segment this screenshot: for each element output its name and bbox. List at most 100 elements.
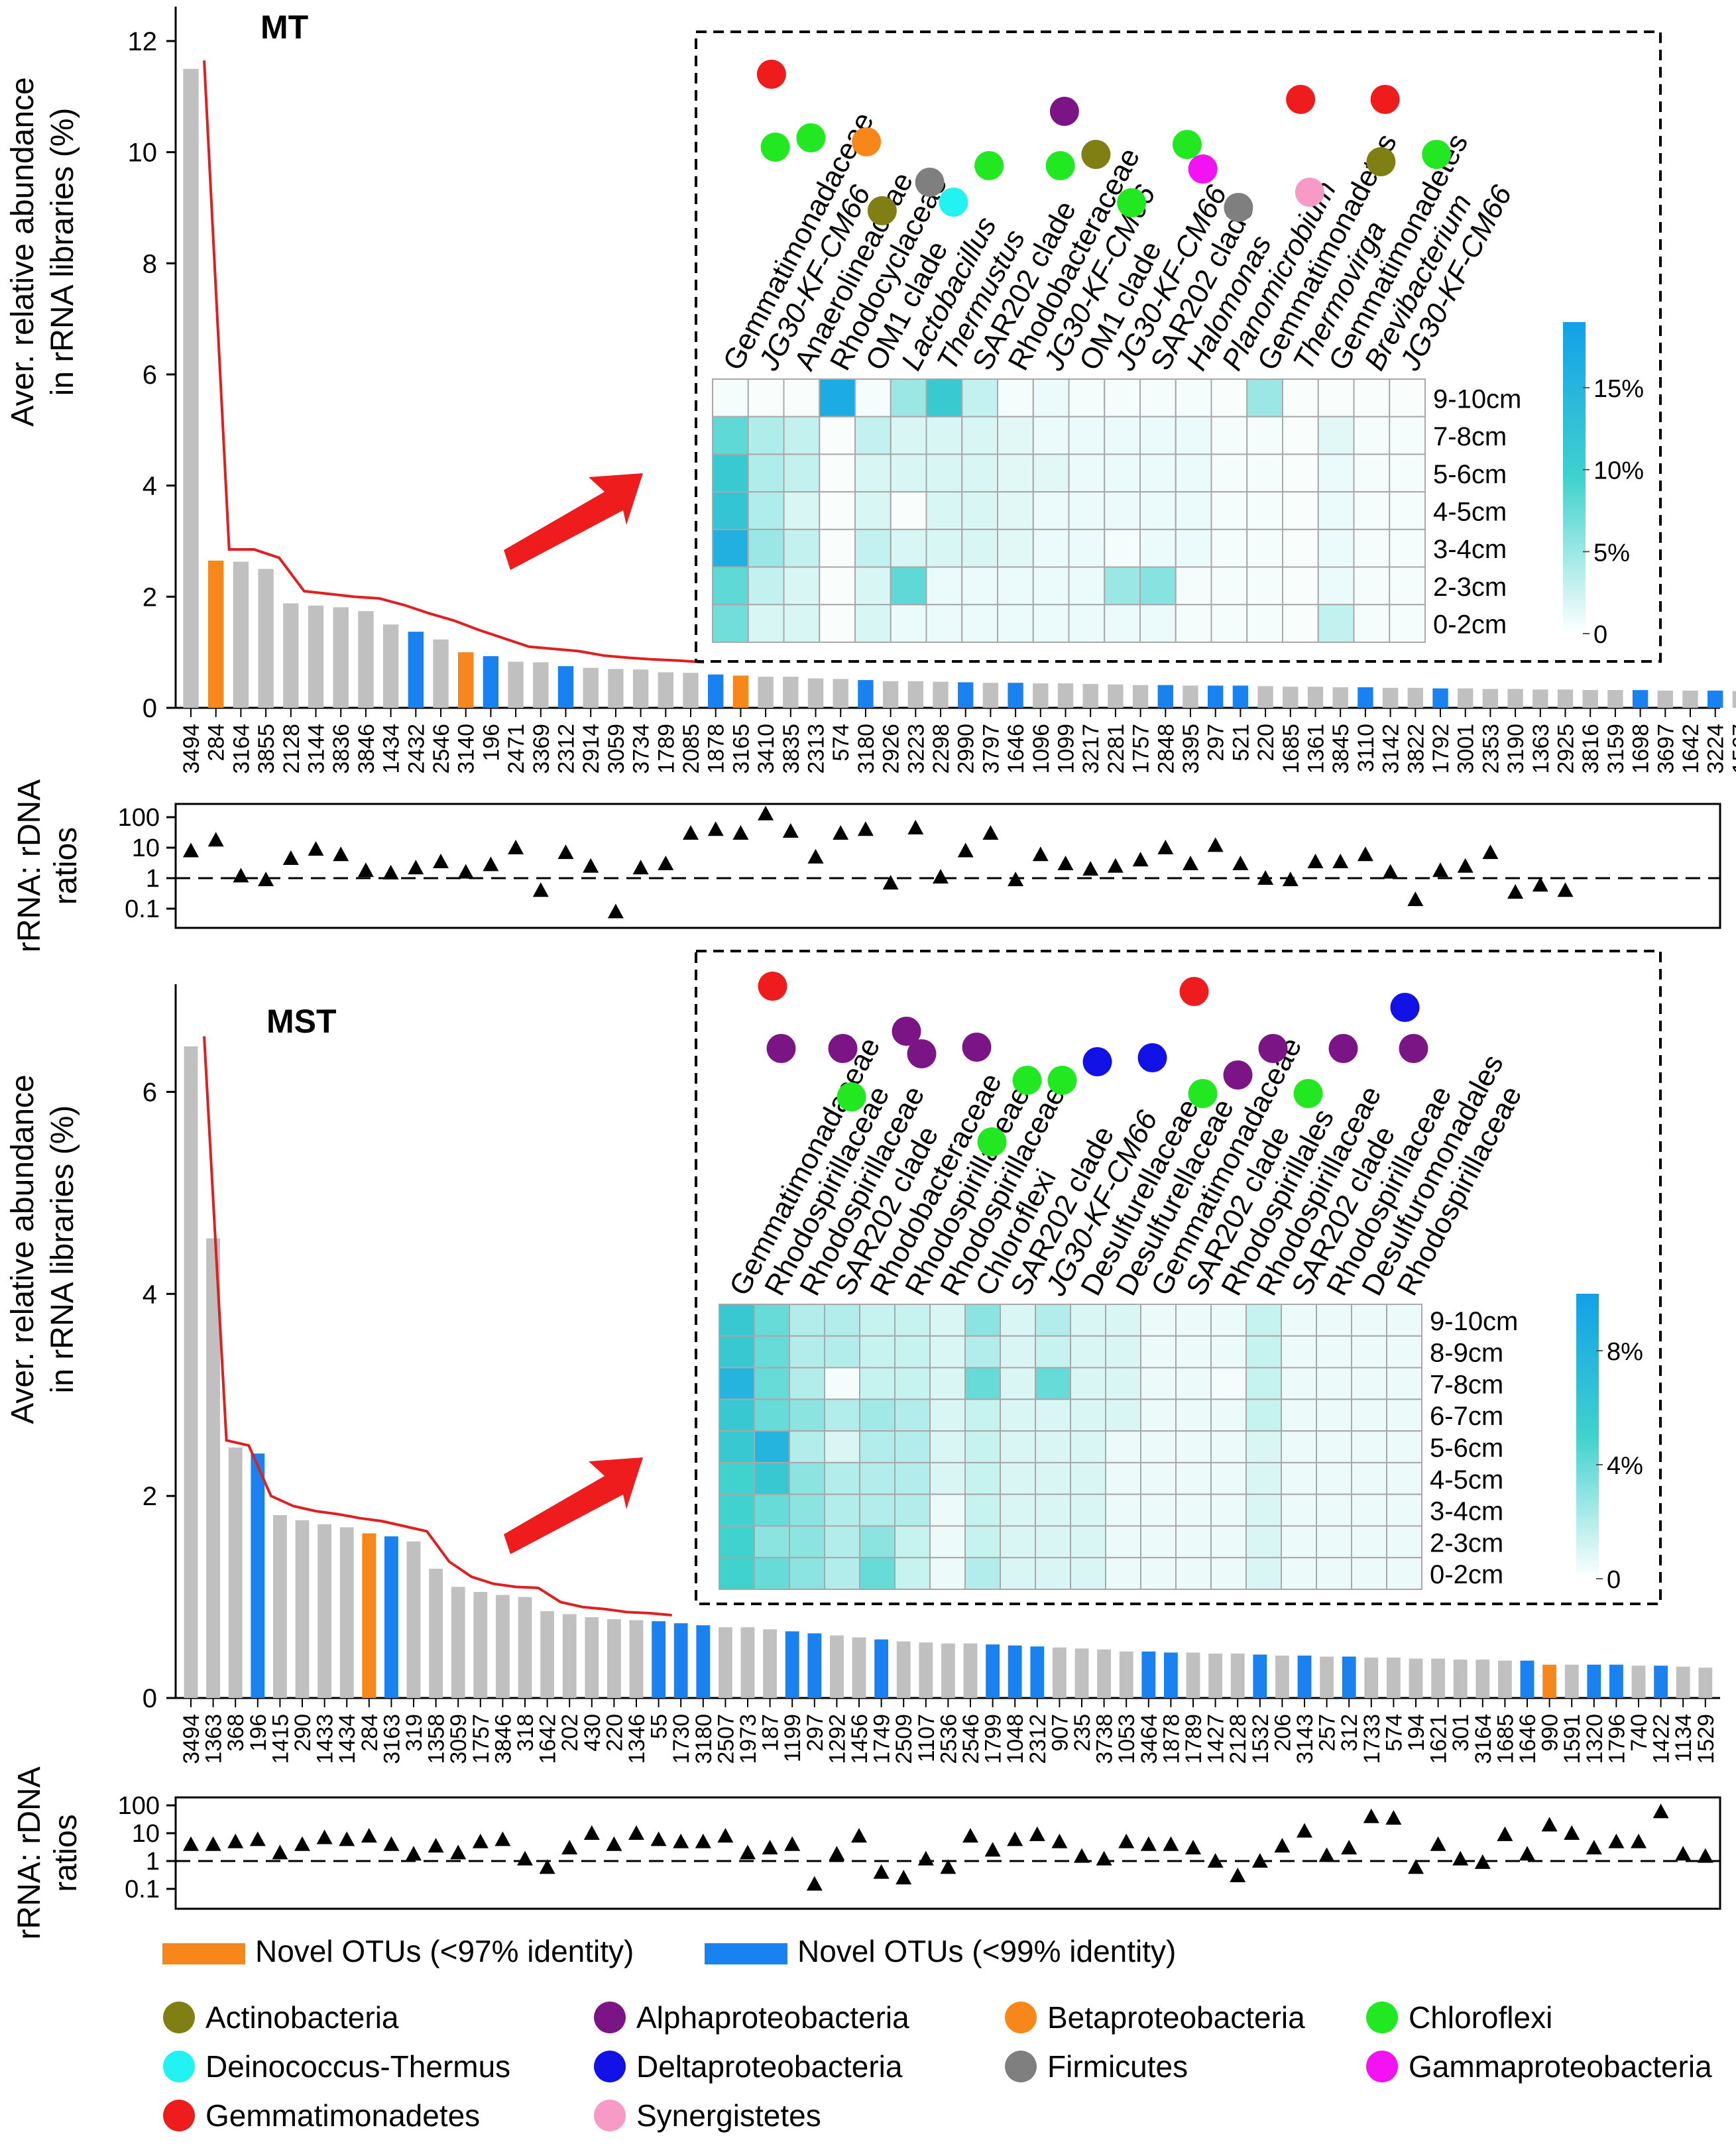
heatmap-cell bbox=[754, 1367, 790, 1400]
heatmap-cell bbox=[859, 1430, 896, 1463]
taxon-dot bbox=[1370, 85, 1400, 114]
trend-line bbox=[203, 1036, 672, 1617]
taxon-dot bbox=[939, 188, 968, 217]
bar bbox=[1698, 1668, 1713, 1698]
ratio-marker bbox=[1519, 1846, 1535, 1861]
y-tick-label: 2 bbox=[143, 1482, 157, 1511]
x-tick-label: 2507 bbox=[713, 1714, 738, 1764]
taxon-dot bbox=[1172, 130, 1202, 159]
heatmap-row-label: 0-2cm bbox=[1430, 1560, 1503, 1589]
ratio-marker bbox=[382, 864, 399, 879]
heatmap-cell bbox=[712, 416, 749, 455]
y-axis-label: Aver. relative abundance bbox=[5, 77, 40, 426]
ratio-axis-label: rRNA: rDNA bbox=[12, 1766, 47, 1939]
ratio-marker bbox=[1274, 1838, 1291, 1853]
x-tick-label: 1621 bbox=[1426, 1714, 1452, 1764]
legend-taxon-label: Betaproteobacteria bbox=[1047, 2000, 1305, 2035]
legend-bar-label: Novel OTUs (<97% identity) bbox=[255, 1934, 634, 1968]
ratio-marker bbox=[561, 1839, 578, 1854]
ratio-marker bbox=[494, 1831, 511, 1846]
heatmap-cell bbox=[1175, 491, 1212, 530]
ratio-marker bbox=[433, 853, 449, 868]
heatmap-cell bbox=[890, 491, 927, 530]
heatmap-cell bbox=[1210, 416, 1248, 455]
bar bbox=[829, 1635, 844, 1698]
y-axis-label: Aver. relative abundance bbox=[5, 1074, 40, 1424]
heatmap-cell bbox=[894, 1461, 931, 1495]
heatmap-cell bbox=[1281, 1493, 1317, 1527]
bar bbox=[982, 683, 999, 708]
x-tick-label: 368 bbox=[223, 1714, 249, 1752]
x-tick-label: 1434 bbox=[379, 724, 404, 774]
heatmap-cell bbox=[1210, 1430, 1247, 1463]
heatmap-cell bbox=[1281, 1557, 1317, 1590]
bar bbox=[362, 1533, 376, 1698]
x-tick-label: 2312 bbox=[1025, 1714, 1051, 1764]
ratio-axis-label: ratios bbox=[48, 1814, 84, 1892]
heatmap-cell bbox=[1210, 1398, 1247, 1432]
x-tick-label: 3143 bbox=[1293, 1714, 1318, 1764]
bar bbox=[518, 1597, 532, 1698]
x-tick-label: 2546 bbox=[958, 1714, 984, 1764]
bar bbox=[283, 603, 299, 708]
scale-tick-label: 4% bbox=[1607, 1452, 1643, 1480]
heatmap-cell bbox=[964, 1335, 1001, 1369]
ratio-marker bbox=[1497, 1826, 1513, 1841]
y-tick-label: 4 bbox=[143, 472, 157, 501]
ratio-marker bbox=[1407, 891, 1424, 907]
bar bbox=[1607, 690, 1623, 708]
bar bbox=[1208, 685, 1224, 708]
heatmap-cell bbox=[1105, 1493, 1141, 1527]
heatmap-cell bbox=[1175, 453, 1212, 493]
x-tick-label: 257 bbox=[1315, 1714, 1340, 1752]
y-tick-label: 6 bbox=[143, 361, 157, 390]
heatmap-row-label: 8-9cm bbox=[1430, 1339, 1503, 1368]
bar bbox=[208, 560, 224, 708]
heatmap-cell bbox=[1245, 1430, 1282, 1463]
x-tick-label: 3164 bbox=[229, 724, 254, 774]
heatmap-cell bbox=[789, 1398, 825, 1432]
heatmap-cell bbox=[890, 528, 927, 568]
heatmap-cell bbox=[1316, 1430, 1352, 1463]
heatmap-cell bbox=[1246, 378, 1283, 418]
heatmap-cell bbox=[854, 528, 892, 568]
ratio-marker bbox=[807, 848, 824, 864]
bar bbox=[683, 673, 699, 708]
bar bbox=[1582, 690, 1598, 708]
bar bbox=[785, 1631, 799, 1698]
x-tick-label: 3163 bbox=[379, 1714, 404, 1764]
heatmap-cell bbox=[890, 416, 927, 455]
heatmap-cell bbox=[824, 1398, 860, 1432]
bar bbox=[882, 681, 899, 708]
legend-taxon-dot bbox=[163, 2051, 195, 2082]
heatmap-cell bbox=[1175, 566, 1212, 606]
heatmap-cell bbox=[754, 1461, 790, 1495]
bar bbox=[1082, 683, 1098, 708]
x-tick-label: 3395 bbox=[1179, 724, 1204, 774]
ratio-marker bbox=[1107, 858, 1124, 873]
heatmap-cell bbox=[783, 491, 821, 530]
x-tick-label: 1789 bbox=[654, 724, 679, 774]
ratio-marker bbox=[1631, 1833, 1647, 1848]
heatmap-cell bbox=[929, 1398, 966, 1432]
heatmap-cell bbox=[1316, 1367, 1352, 1400]
ratio-marker bbox=[357, 862, 374, 877]
heatmap-cell bbox=[783, 604, 821, 643]
bar bbox=[1497, 1660, 1512, 1698]
heatmap-cell bbox=[1032, 604, 1070, 643]
heatmap-cell bbox=[1139, 566, 1177, 606]
heatmap-row-label: 9-10cm bbox=[1433, 384, 1521, 414]
ratio-marker bbox=[508, 840, 524, 854]
heatmap-cell bbox=[789, 1461, 825, 1495]
heatmap-cell bbox=[1316, 1557, 1352, 1590]
bar bbox=[540, 1611, 555, 1698]
ratio-marker bbox=[1051, 1833, 1068, 1848]
heatmap-cell bbox=[1035, 1525, 1071, 1559]
bar bbox=[1074, 1648, 1089, 1698]
heatmap-cell bbox=[1353, 528, 1391, 568]
x-tick-label: 1048 bbox=[1003, 1714, 1028, 1764]
heatmap-cell bbox=[1210, 453, 1248, 493]
x-tick-label: 196 bbox=[479, 724, 504, 762]
bar bbox=[1320, 1656, 1334, 1698]
heatmap-cell bbox=[1353, 416, 1391, 455]
